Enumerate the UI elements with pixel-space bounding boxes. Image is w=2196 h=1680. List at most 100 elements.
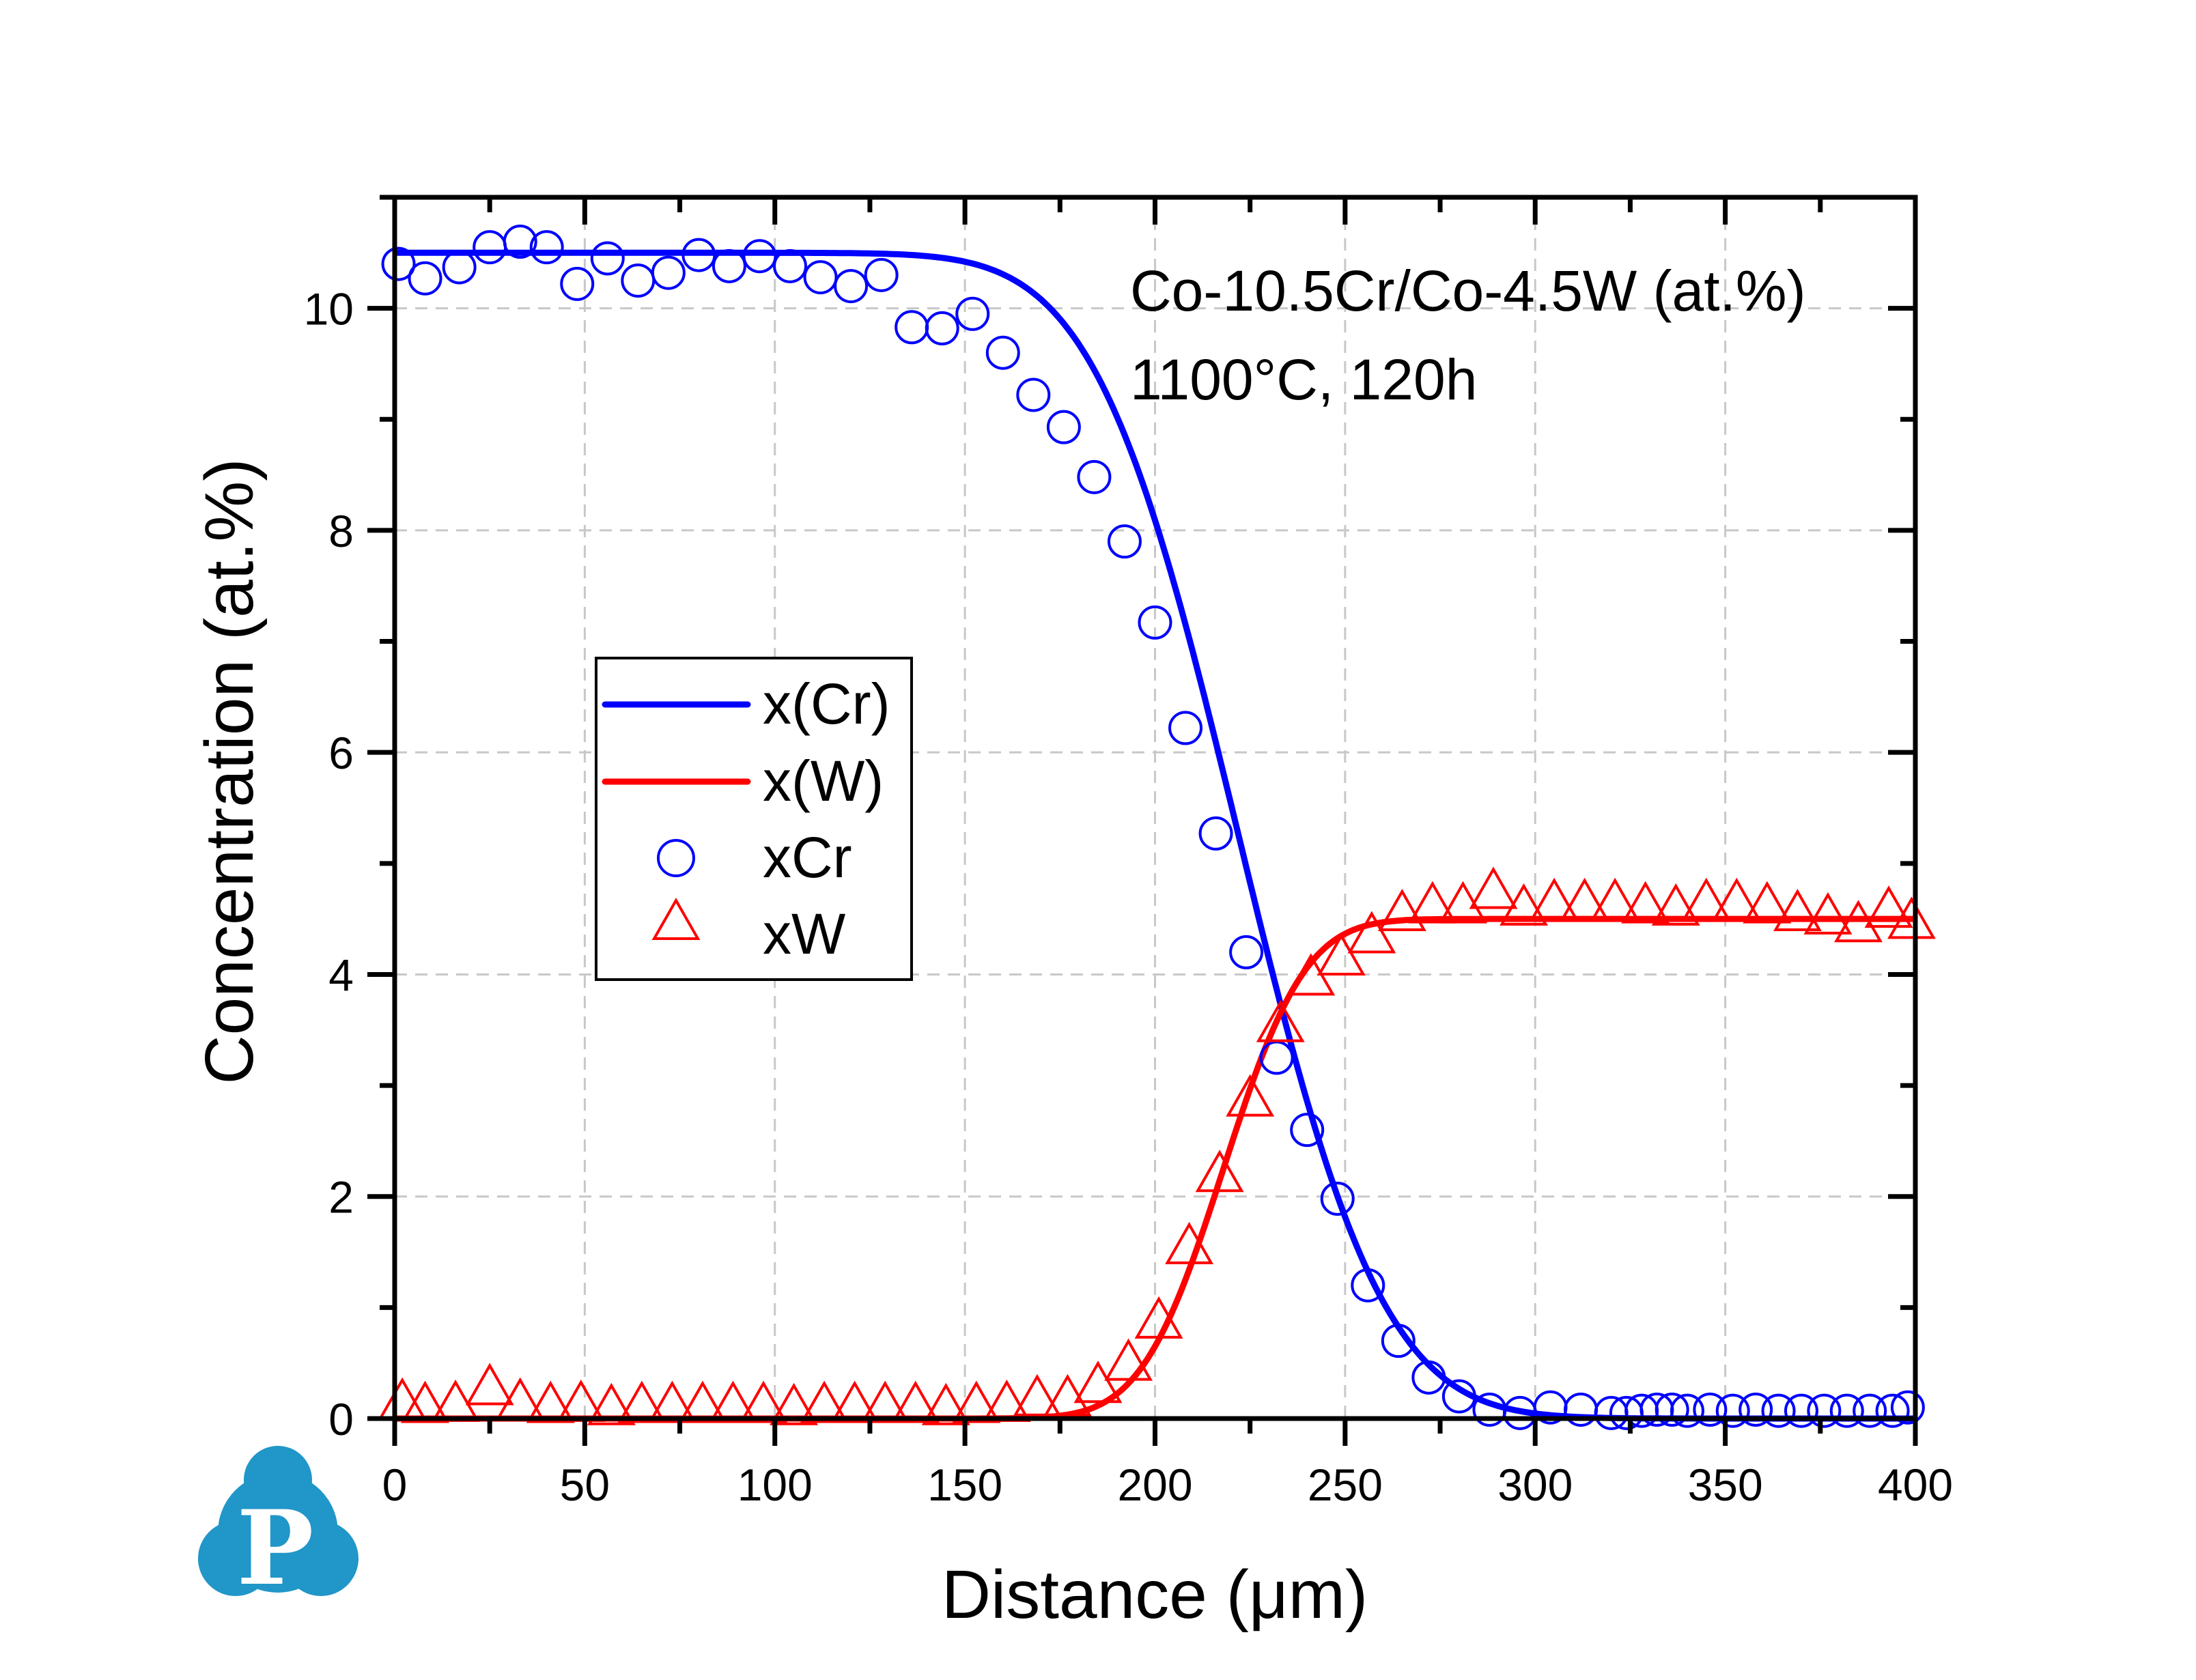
data-point-xw — [647, 1380, 696, 1423]
data-point-xcr — [803, 260, 838, 295]
legend-label-xw-line: x(W) — [763, 749, 884, 813]
data-point-xw — [770, 1382, 819, 1425]
data-point-xcr — [1259, 1040, 1294, 1075]
logo-letter: P — [237, 1488, 314, 1608]
data-point-xw — [1743, 881, 1792, 924]
data-point-xw — [587, 1382, 636, 1425]
data-point-xw — [1682, 877, 1731, 920]
data-point-xw — [401, 1380, 449, 1423]
data-point-xcr — [1229, 935, 1264, 969]
data-point-xcr — [503, 225, 537, 259]
data-point-xw — [1773, 888, 1822, 932]
data-point-xcr — [985, 335, 1020, 370]
data-point-xcr — [955, 296, 990, 331]
data-point-xcr — [925, 311, 959, 345]
data-point-xcr — [1693, 1392, 1728, 1427]
data-point-xcr — [1016, 378, 1051, 412]
data-point-xcr — [1738, 1392, 1773, 1427]
data-point-xw — [739, 1380, 788, 1423]
legend: x(Cr) x(W) xCr xW — [595, 657, 913, 981]
data-point-xcr — [1829, 1393, 1864, 1428]
data-point-xcr — [742, 239, 777, 274]
legend-label-xcr-marker: xCr — [763, 825, 852, 889]
legend-box — [595, 657, 913, 981]
x-tick-label: 0 — [382, 1460, 408, 1510]
data-point-xw — [1469, 866, 1518, 909]
x-tick-label: 200 — [1117, 1460, 1192, 1510]
x-tick-label: 150 — [927, 1460, 1002, 1510]
data-point-xw — [891, 1380, 940, 1423]
data-point-xcr — [1046, 410, 1081, 444]
data-point-xw — [1712, 877, 1761, 920]
data-point-xcr — [1320, 1181, 1355, 1216]
data-point-xcr — [529, 230, 564, 265]
data-point-xcr — [1784, 1393, 1818, 1428]
data-point-xw — [526, 1380, 575, 1423]
data-point-xw — [1560, 877, 1609, 920]
data-point-xcr — [560, 266, 595, 301]
x-tick-label: 400 — [1878, 1460, 1953, 1510]
data-point-xcr — [1077, 459, 1112, 494]
y-tick-label: 8 — [328, 506, 354, 556]
data-point-xcr — [621, 263, 656, 298]
data-point-xcr — [1138, 605, 1172, 640]
legend-swatch-xcr-circle — [657, 839, 695, 877]
data-point-xw — [1134, 1296, 1183, 1339]
data-point-xw — [1803, 892, 1853, 935]
data-point-xcr — [442, 250, 477, 285]
annotation-condition: 1100°C, 120h — [1130, 347, 1477, 412]
data-point-xcr — [1715, 1393, 1750, 1428]
x-tick-label: 350 — [1688, 1460, 1763, 1510]
data-point-xcr — [1670, 1393, 1704, 1428]
data-point-xw — [1377, 888, 1426, 932]
data-point-xw — [1226, 1074, 1275, 1117]
legend-label-xcr-line: x(Cr) — [763, 672, 890, 736]
data-point-xcr — [590, 241, 625, 276]
data-point-xcr — [1290, 1113, 1325, 1148]
data-point-xcr — [651, 255, 686, 290]
data-point-xcr — [1198, 816, 1233, 851]
data-point-xw — [952, 1380, 1001, 1423]
data-point-xcr — [1761, 1393, 1796, 1428]
data-point-xcr — [1107, 524, 1142, 559]
data-point-xw — [465, 1363, 514, 1406]
data-point-xcr — [773, 248, 808, 283]
annotation-composition: Co-10.5Cr/Co-4.5W (at.%) — [1130, 259, 1806, 323]
data-point-xw — [1195, 1150, 1244, 1193]
y-tick-label: 2 — [328, 1172, 354, 1223]
data-point-xw — [1621, 881, 1670, 924]
data-point-xw — [617, 1380, 666, 1423]
data-point-xw — [1500, 883, 1548, 926]
data-markers — [378, 225, 1936, 1430]
data-point-xcr — [1411, 1360, 1446, 1395]
data-point-xcr — [681, 238, 716, 272]
data-point-xcr — [1890, 1390, 1925, 1425]
data-point-xw — [1887, 896, 1936, 939]
data-point-xw — [1104, 1338, 1153, 1381]
y-tick-label: 10 — [304, 284, 354, 334]
data-point-xw — [1347, 911, 1396, 954]
data-point-xcr — [1655, 1392, 1689, 1427]
axis-ticks: 0 50 100 150 200 250 300 350 400 0 2 4 6 8 10 — [304, 195, 1953, 1510]
data-point-xw — [1256, 999, 1305, 1042]
data-point-xcr — [1381, 1324, 1416, 1358]
data-point-xw — [800, 1380, 849, 1423]
data-point-xw — [709, 1380, 757, 1423]
logo: P — [198, 1446, 358, 1608]
data-point-xcr — [1441, 1379, 1476, 1414]
data-point-xcr — [408, 261, 442, 296]
data-point-xw — [1013, 1373, 1062, 1416]
data-point-xw — [1864, 885, 1913, 928]
data-point-xcr — [1875, 1393, 1910, 1428]
x-tick-label: 300 — [1497, 1460, 1573, 1510]
data-point-xcr — [895, 310, 929, 345]
data-point-xw — [1317, 933, 1366, 976]
y-axis-title: Concentration (at.%) — [191, 458, 268, 1084]
y-tick-label: 0 — [328, 1394, 354, 1444]
data-point-xw — [1073, 1361, 1123, 1404]
data-point-xw — [921, 1382, 970, 1425]
legend-swatch-xw-triangle — [651, 897, 701, 940]
data-point-xw — [1165, 1221, 1214, 1264]
data-point-xw — [1530, 877, 1579, 920]
